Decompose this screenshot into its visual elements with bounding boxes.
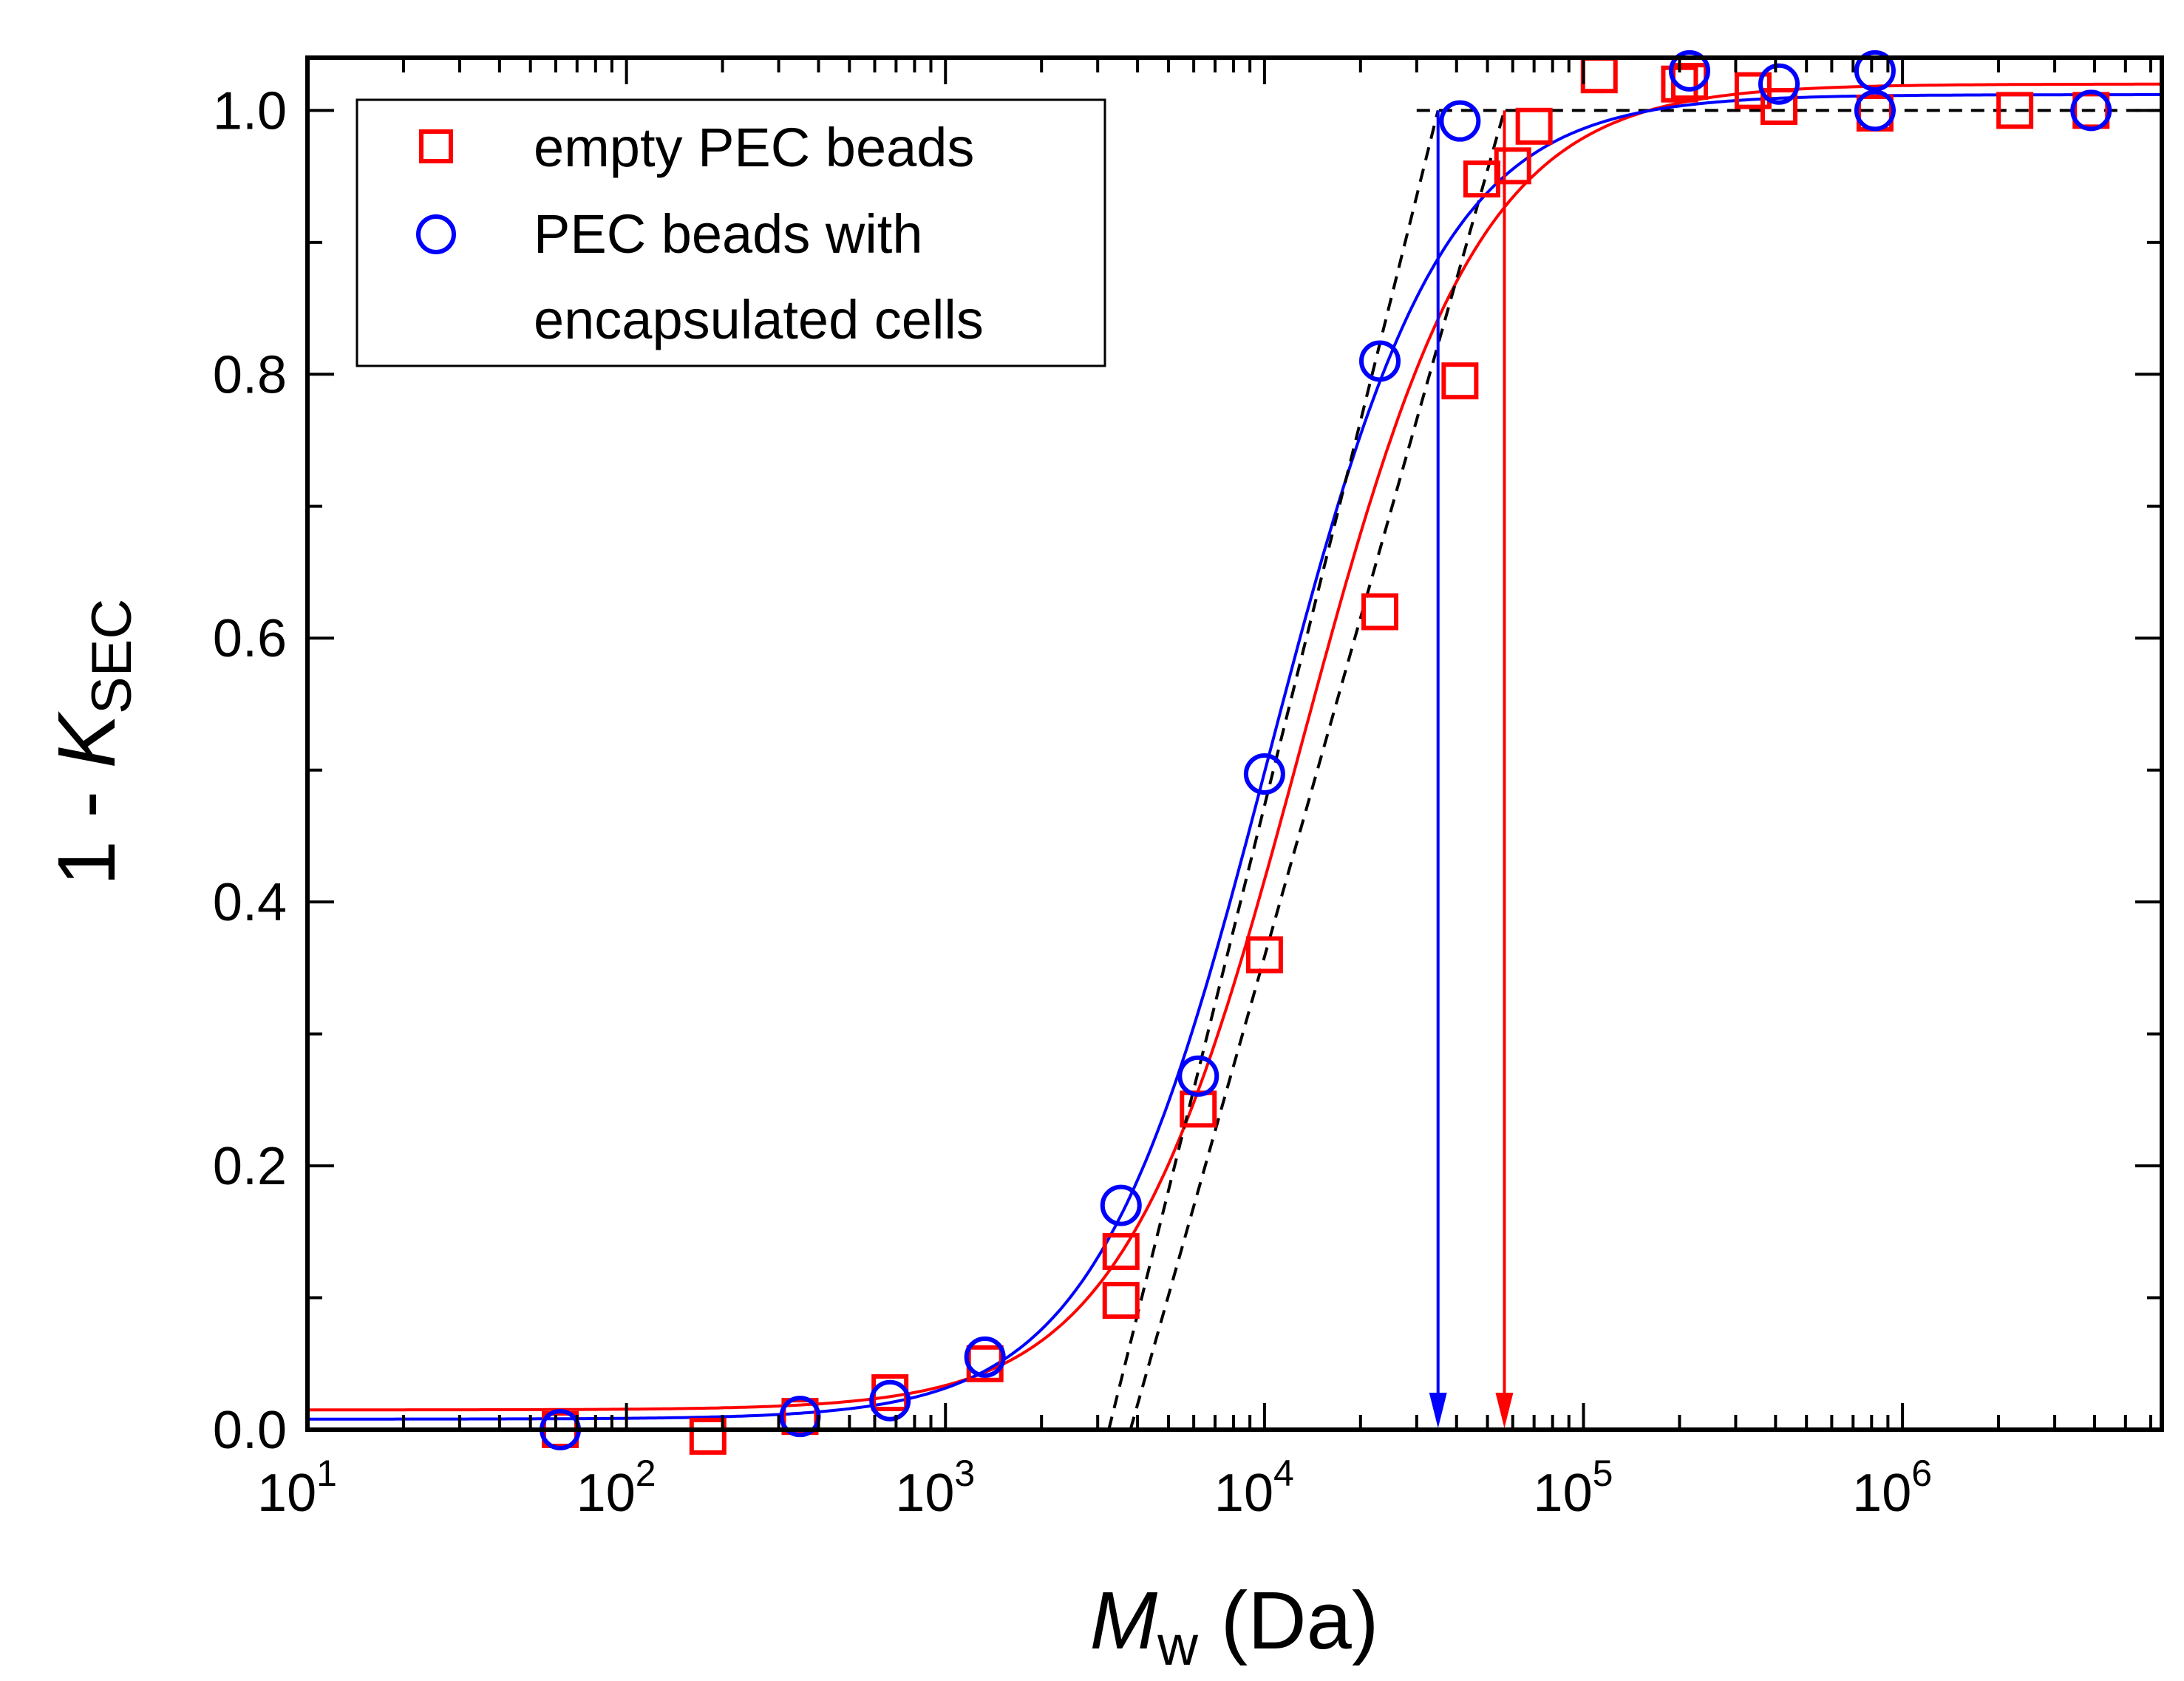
y-tick-label: 0.4 — [213, 873, 287, 932]
legend-marker-circle — [416, 214, 456, 254]
x-tick-label-base: 10 — [576, 1464, 636, 1523]
x-tick-label-exponent: 3 — [954, 1453, 975, 1494]
x-axis-tick-labels: 101 102 103 104 105 106 — [257, 1453, 1932, 1523]
data-point-beads-with-cells — [2070, 89, 2112, 132]
legend-label-beads-with-cells-line2: encapsulated cells — [534, 289, 984, 350]
y-tick-label: 0.8 — [213, 345, 287, 404]
data-point-beads-with-cells — [1177, 1055, 1219, 1097]
fit-curve-empty-beads — [307, 82, 2162, 1412]
y-axis-tick-labels: 0.0 0.2 0.4 0.6 0.8 1.0 — [213, 81, 287, 1460]
tangent-line-empty-beads — [1129, 109, 1506, 1430]
data-point-beads-with-cells — [1100, 1184, 1142, 1226]
x-tick-label: 104 — [1214, 1453, 1294, 1523]
x-tick-label-base: 10 — [895, 1464, 954, 1523]
data-point-empty-beads — [1245, 936, 1283, 974]
data-point-beads-with-cells — [1854, 50, 1896, 92]
data-point-beads-with-cells — [964, 1336, 1006, 1378]
y-tick-label: 0.0 — [213, 1401, 287, 1460]
data-point-beads-with-cells — [1668, 50, 1710, 92]
data-point-empty-beads — [1494, 147, 1531, 185]
data-point-empty-beads — [1760, 88, 1797, 126]
y-tick-label: 0.2 — [213, 1137, 287, 1196]
plot-inner — [307, 82, 2162, 1430]
data-point-beads-with-cells — [1439, 100, 1481, 142]
tangent-line-beads-with-cells — [1107, 109, 1440, 1430]
legend-label-empty-beads: empty PEC beads — [534, 117, 974, 178]
data-point-empty-beads — [689, 1417, 727, 1455]
data-point-empty-beads — [1515, 107, 1553, 145]
x-axis-ticks — [306, 58, 2152, 1430]
data-point-empty-beads — [1102, 1282, 1140, 1320]
data-point-beads-with-cells — [1854, 89, 1896, 132]
x-tick-label-base: 10 — [1852, 1464, 1911, 1523]
x-axis-title-unit: (Da) — [1198, 1575, 1378, 1666]
x-axis-title-sub: w — [1157, 1614, 1199, 1677]
cutoff-arrowhead-beads-with-cells — [1429, 1393, 1447, 1428]
x-tick-label-exponent: 4 — [1273, 1453, 1294, 1494]
data-point-empty-beads — [1580, 56, 1618, 94]
x-tick-label: 106 — [1852, 1453, 1932, 1523]
data-point-empty-beads — [1361, 593, 1399, 631]
x-tick-label-exponent: 1 — [316, 1453, 337, 1494]
data-point-beads-with-cells — [869, 1379, 911, 1422]
data-point-beads-with-cells — [1758, 63, 1800, 105]
x-tick-label-base: 10 — [1534, 1464, 1593, 1523]
y-axis-title-sub: SEC — [81, 599, 143, 714]
legend: empty PEC beads PEC beads with encapsula… — [356, 98, 1106, 367]
x-tick-label: 102 — [576, 1453, 656, 1523]
x-tick-label-base: 10 — [257, 1464, 316, 1523]
legend-box — [356, 98, 1106, 367]
x-tick-label-exponent: 6 — [1911, 1453, 1932, 1494]
y-axis-ticks — [307, 109, 2162, 1431]
data-point-beads-with-cells — [1359, 340, 1401, 382]
y-tick-label: 1.0 — [213, 81, 287, 140]
y-axis-title: 1 - KSEC — [41, 599, 143, 886]
x-axis-title-main: M — [1090, 1575, 1158, 1666]
data-point-empty-beads — [1441, 362, 1479, 400]
y-tick-label: 0.6 — [213, 609, 287, 668]
y-axis-title-prefix: 1 - — [41, 768, 132, 886]
x-tick-label: 101 — [257, 1453, 337, 1523]
y-axis-title-main: K — [41, 710, 132, 768]
x-tick-label-base: 10 — [1214, 1464, 1273, 1523]
cutoff-arrowhead-empty-beads — [1495, 1393, 1514, 1428]
fit-curve-beads-with-cells — [307, 93, 2162, 1421]
x-tick-label: 105 — [1534, 1453, 1613, 1523]
data-point-empty-beads — [1102, 1233, 1140, 1271]
x-axis-title: Mw (Da) — [1090, 1575, 1379, 1677]
data-point-beads-with-cells — [1243, 753, 1285, 795]
data-point-empty-beads — [1996, 92, 2034, 129]
x-tick-label-exponent: 5 — [1593, 1453, 1613, 1494]
x-tick-label: 103 — [895, 1453, 975, 1523]
legend-marker-square — [419, 129, 453, 163]
x-tick-label-exponent: 2 — [636, 1453, 656, 1494]
legend-label-beads-with-cells-line1: PEC beads with — [534, 203, 923, 265]
